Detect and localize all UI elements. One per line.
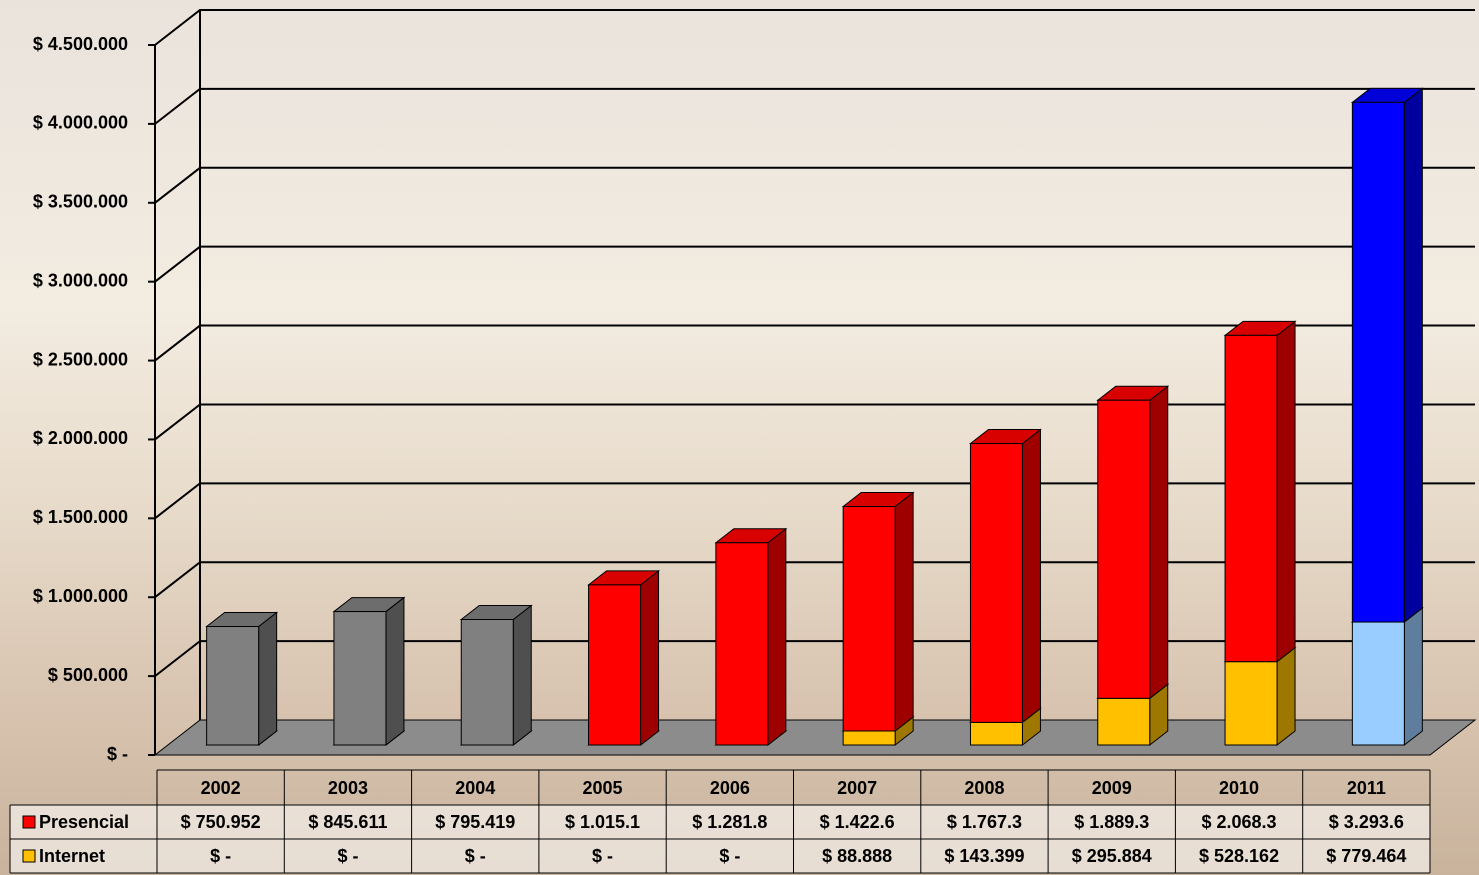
table-cell: $ 750.952 [181,812,261,832]
x-tick-label: 2006 [710,778,750,798]
bar [1097,399,1151,699]
grid-line [154,87,1475,125]
grid-line [154,324,1475,362]
table-cell: $ 1.422.6 [820,812,895,832]
bar [715,542,769,746]
bar-side [1276,320,1296,663]
bar-side [258,611,278,747]
bar-side [385,596,405,747]
table-cell: $ - [465,846,486,866]
bar-side [1149,385,1169,700]
table-cell: $ 845.611 [308,812,387,832]
bar [842,730,896,746]
bar [842,506,896,732]
grid-line [154,166,1475,204]
x-tick-label: 2004 [455,778,495,798]
x-tick-label: 2007 [837,778,877,798]
bar-side [767,527,787,747]
table-cell: $ 1.281.8 [692,812,767,832]
y-tick-label: $ 4.500.000 [33,34,128,54]
y-tick-label: $ 2.500.000 [33,349,128,369]
bar [1351,621,1405,746]
bar [333,611,387,746]
bar [969,721,1023,746]
y-tick-label: $ 500.000 [48,665,128,685]
table-cell: $ 2.068.3 [1202,812,1277,832]
bar-side [1276,646,1296,747]
bar [1351,101,1405,623]
bar-side [1403,87,1423,624]
bar-side [512,604,532,747]
table-cell: $ 143.399 [944,846,1024,866]
grid-line [154,245,1475,283]
table-cell: $ - [592,846,613,866]
table-cell: $ 779.464 [1326,846,1406,866]
x-tick-label: 2008 [964,778,1004,798]
grid-line [154,403,1475,441]
y-tick-label: $ 4.000.000 [33,113,128,133]
table-cell: $ 795.419 [435,812,515,832]
bar-side [1021,428,1041,724]
bar-side [894,491,914,732]
bar-side [640,569,660,747]
bar [1224,661,1278,746]
legend-key [22,849,36,863]
x-tick-label: 2003 [328,778,368,798]
legend-label: Presencial [39,812,129,832]
bar-side [1403,606,1423,747]
bar [1224,334,1278,663]
x-tick-label: 2005 [583,778,623,798]
table-cell: $ 1.889.3 [1074,812,1149,832]
grid-line [154,9,1475,46]
x-tick-label: 2009 [1092,778,1132,798]
x-tick-label: 2011 [1347,778,1386,798]
x-tick-label: 2010 [1219,778,1259,798]
bar [206,626,260,746]
x-tick-label: 2002 [201,778,241,798]
legend-label: Internet [39,846,105,866]
y-tick-label: $ 3.500.000 [33,192,128,212]
bar [460,619,514,746]
table-cell: $ 1.767.3 [947,812,1022,832]
grid-line [154,640,1475,677]
y-tick-label: $ 1.000.000 [33,586,128,606]
grid-line [154,561,1475,599]
table-cell: $ 88.888 [822,846,892,866]
grid-line [154,482,1475,520]
bar [588,584,642,746]
table-cell: $ 3.293.6 [1329,812,1404,832]
legend-key [22,815,36,829]
table-cell: $ - [210,846,231,866]
table-cell: $ 295.884 [1072,846,1152,866]
table-cell: $ 528.162 [1199,846,1279,866]
bar [1097,697,1151,746]
table-cell: $ - [337,846,358,866]
table-cell: $ 1.015.1 [565,812,640,832]
table-cell: $ - [719,846,740,866]
bar [969,443,1023,723]
y-tick-label: $ 2.000.000 [33,428,128,448]
y-tick-label: $ - [107,744,128,764]
y-tick-label: $ 3.000.000 [33,270,128,290]
y-tick-label: $ 1.500.000 [33,507,128,527]
